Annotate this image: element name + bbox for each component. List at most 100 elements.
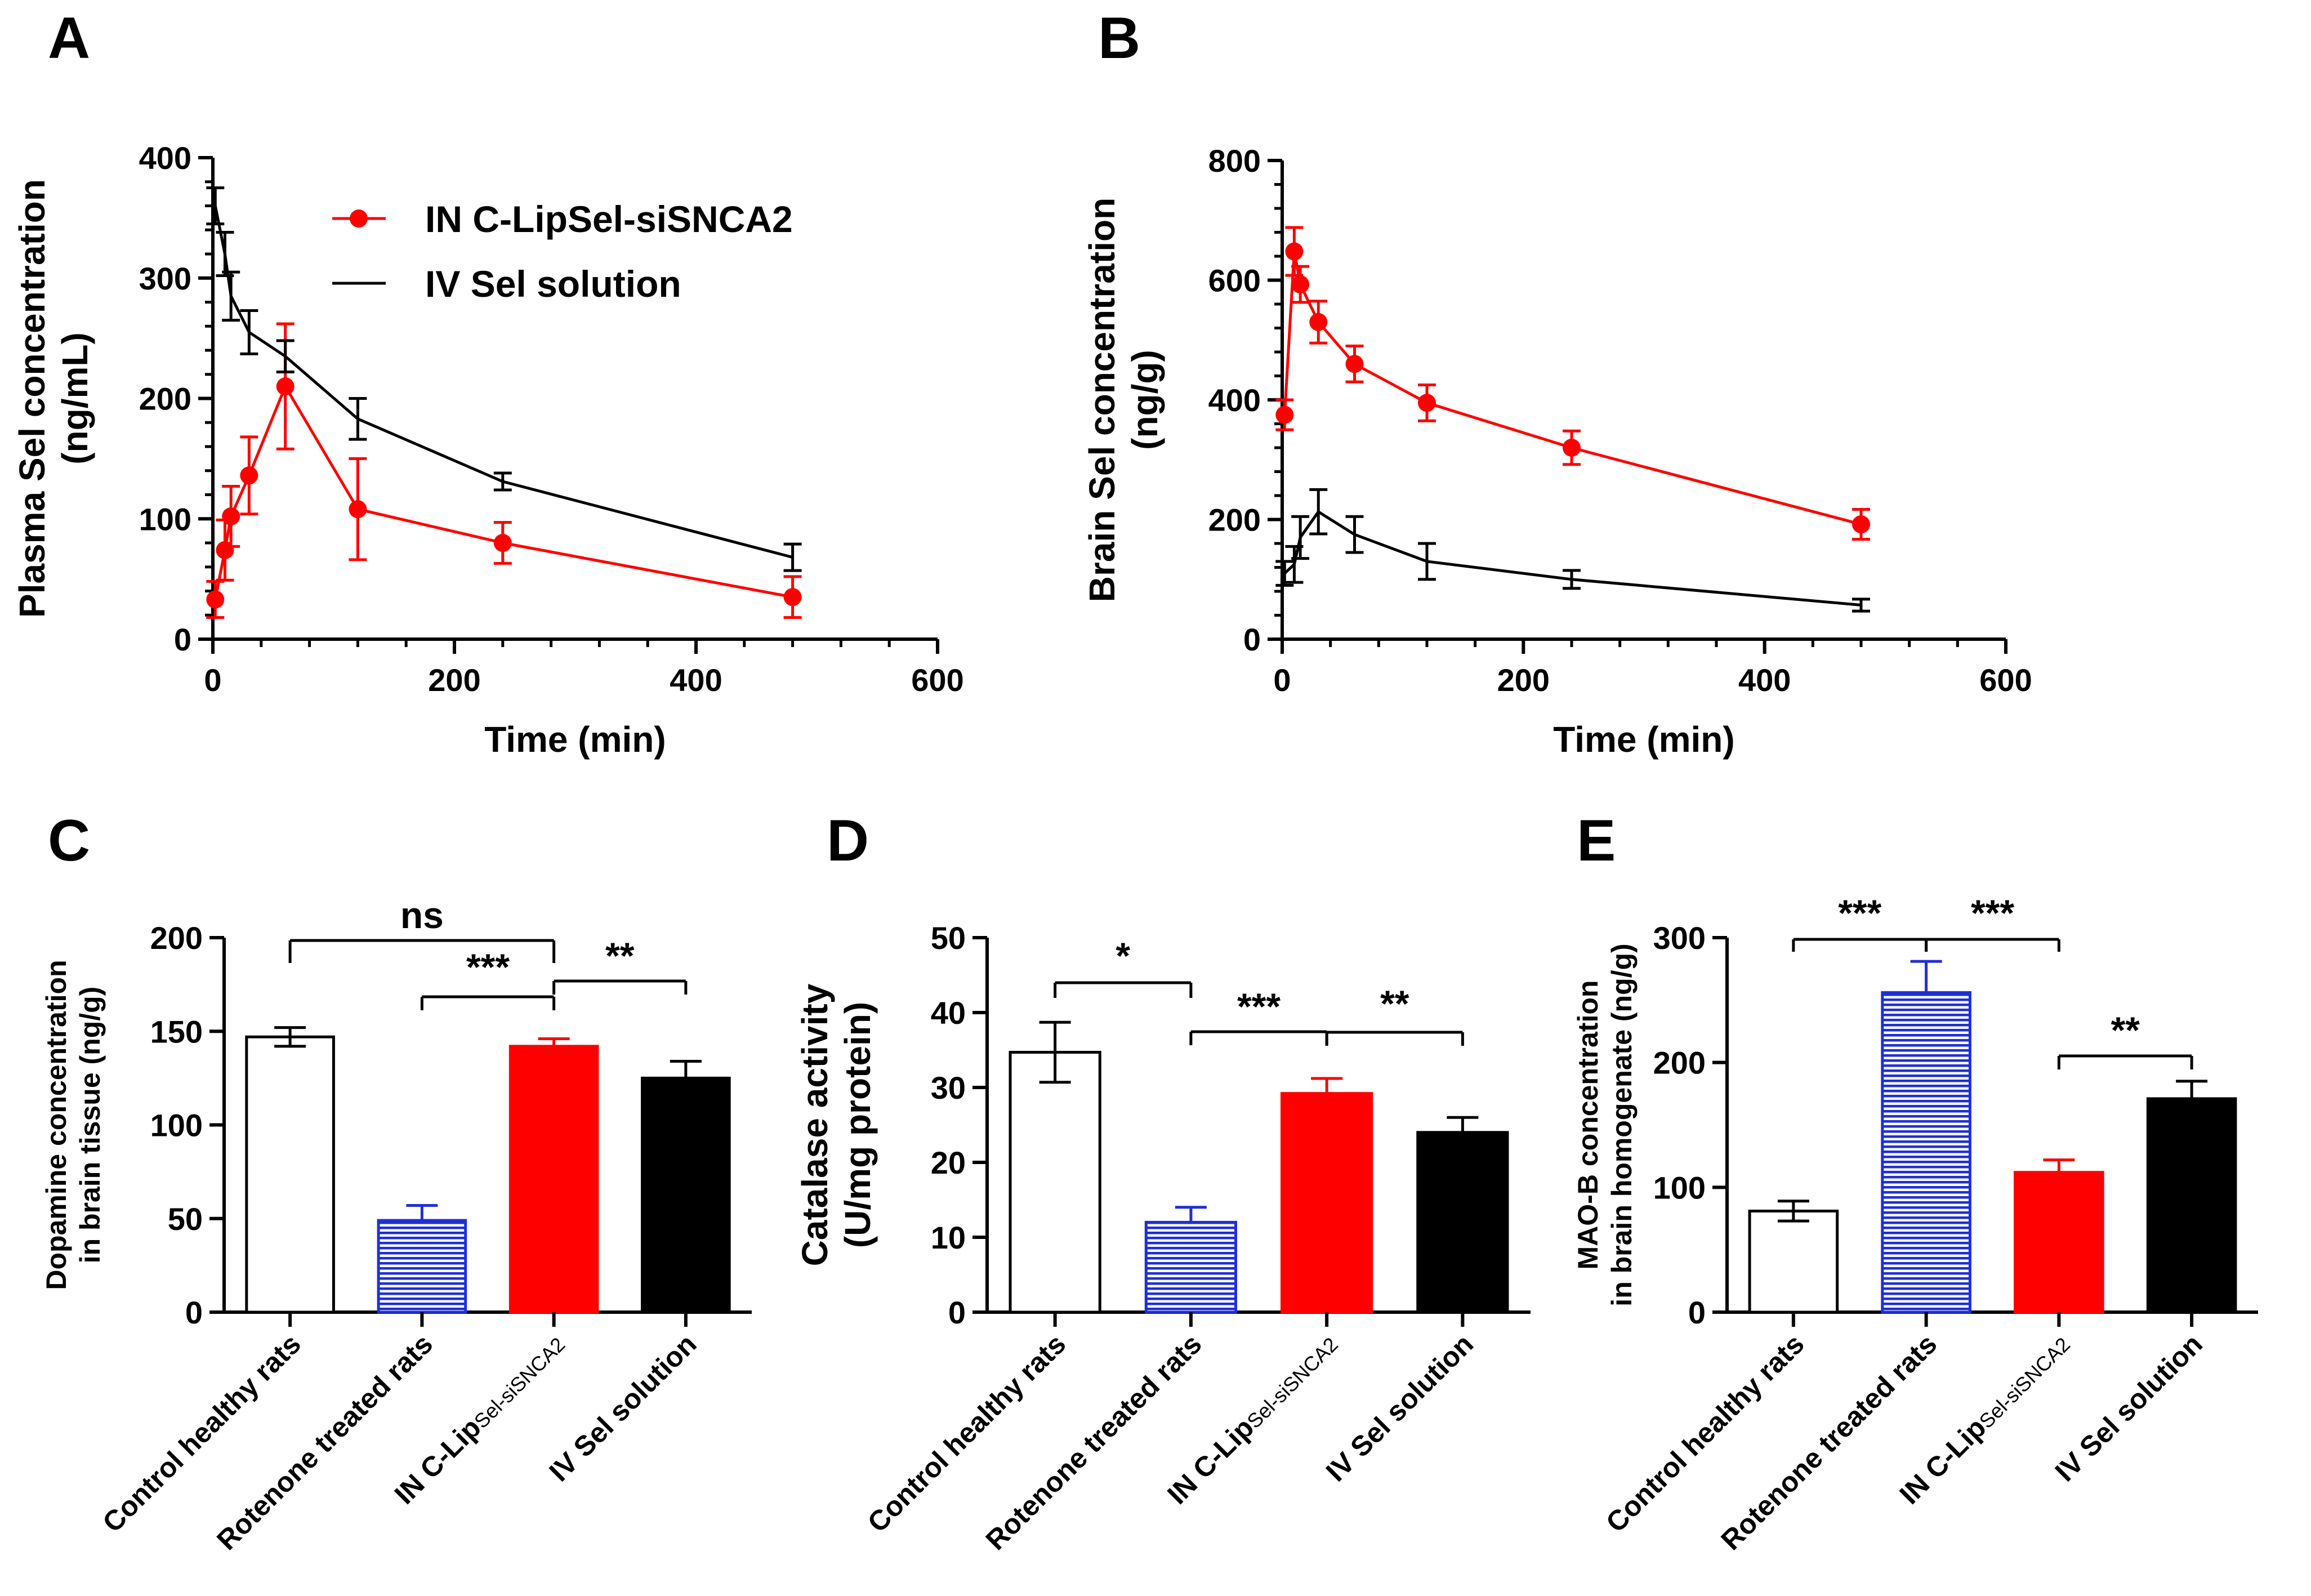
data-point [1418, 394, 1436, 412]
y-axis-label: MAO-B concentrationin brain homogenate (… [1572, 943, 1638, 1306]
y-axis-label: Plasma Sel concentration(ng/mL) [12, 179, 95, 618]
y-tick-label: 50 [168, 1201, 203, 1237]
category-label-main: Rotenone treated rats [980, 1328, 1208, 1556]
y-axis-label-line: Brain Sel concentration [1082, 198, 1122, 602]
legend: IN C-LipSel-siSNCA2 IV Sel solution [332, 198, 793, 305]
category-label-main: IV Sel solution [2049, 1328, 2209, 1487]
significance-label: *** [1838, 892, 1881, 934]
y-tick-label: 200 [1653, 1045, 1706, 1081]
data-point [783, 588, 802, 607]
bar [1009, 1050, 1101, 1314]
significance-bracket: ** [2057, 1009, 2193, 1069]
y-tick-label: 200 [150, 920, 203, 956]
bar [2146, 1097, 2237, 1314]
data-point [1309, 313, 1328, 331]
x-tick-label: 200 [428, 662, 480, 698]
bar [245, 1035, 335, 1314]
x-tick-label: 0 [204, 662, 221, 698]
y-tick-label: 200 [139, 381, 191, 417]
y-tick-label: 50 [931, 920, 966, 956]
y-axis-label-line: Dopamine concentration [41, 960, 72, 1290]
category-label-main: IN C-Lip [1161, 1412, 1260, 1510]
category-label-main: IN C-Lip [389, 1412, 487, 1510]
bar [508, 1045, 599, 1314]
series-line [213, 206, 793, 559]
y-axis-label: Brain Sel concentration(ng/g) [1082, 198, 1165, 602]
y-tick-label: 0 [1688, 1295, 1706, 1330]
y-tick-label: 0 [1243, 622, 1261, 657]
bar [1748, 1209, 1839, 1314]
bar [1144, 1220, 1237, 1314]
x-tick-label: 600 [911, 662, 963, 698]
category-label: Rotenone treated rats [211, 1328, 439, 1556]
significance-bracket: *** [1925, 892, 2060, 952]
y-tick-label: 150 [150, 1014, 203, 1049]
x-axis-label: Time (min) [484, 719, 666, 760]
y-tick-label: 10 [931, 1220, 966, 1255]
y-axis-label-line: (ng/g) [1125, 350, 1165, 450]
chart-d: 0 10 20 30 40 50 Catalase activity(U/mg protei… [795, 920, 1531, 1556]
y-axis-label-line: Catalase activity [795, 983, 835, 1266]
panel-label-d: D [827, 808, 869, 873]
y-tick-label: 200 [1208, 502, 1261, 538]
y-tick-label: 100 [1653, 1170, 1706, 1205]
significance-label: ** [2111, 1009, 2140, 1051]
y-tick-label: 0 [185, 1295, 203, 1330]
significance-bracket: *** [420, 946, 556, 1010]
bar [1416, 1131, 1509, 1314]
category-label-main: Rotenone treated rats [211, 1328, 439, 1556]
significance-bracket: ** [1325, 983, 1464, 1046]
bar [1881, 991, 1971, 1314]
y-tick-label: 300 [139, 261, 191, 296]
y-tick-label: 300 [1653, 920, 1706, 956]
y-tick-label: 400 [1208, 382, 1261, 418]
significance-label: ** [1380, 983, 1409, 1024]
y-tick-label: 800 [1208, 143, 1261, 179]
significance-bracket: ** [552, 935, 688, 995]
panel-label-a: A [48, 6, 90, 71]
y-axis-label-line: (U/mg protein) [837, 1002, 878, 1248]
significance-label: ** [605, 935, 635, 977]
y-tick-label: 100 [139, 501, 191, 537]
series-iv-sel [206, 186, 802, 572]
legend-label: IV Sel solution [425, 263, 681, 305]
y-tick-label: 600 [1208, 263, 1261, 298]
series-line [1283, 251, 1862, 526]
y-axis-label-line: in brain tissue (ng/g) [74, 987, 106, 1264]
significance-label: *** [466, 946, 510, 988]
series-line [213, 383, 793, 600]
significance-label: *** [1971, 892, 2014, 934]
legend-marker-red [350, 209, 368, 228]
significance-bracket: *** [1189, 986, 1328, 1045]
significance-bracket: *** [1792, 892, 1928, 952]
significance-label: ns [400, 894, 444, 936]
x-axis-label: Time (min) [1553, 719, 1734, 760]
category-label: IV Sel solution [543, 1328, 702, 1487]
x-tick-label: 200 [1497, 662, 1550, 698]
bar [1281, 1092, 1373, 1314]
category-label: Rotenone treated rats [980, 1328, 1208, 1556]
category-label-main: IV Sel solution [543, 1328, 702, 1487]
category-label-main: Rotenone treated rats [1715, 1328, 1943, 1556]
y-axis-label: Catalase activity(U/mg protein) [795, 983, 878, 1266]
y-axis-label-line: in brain homogenate (ng/g) [1606, 943, 1638, 1306]
series-in-c-lipsel [1275, 226, 1870, 541]
bar [2014, 1171, 2104, 1314]
y-axis-label-line: MAO-B concentration [1572, 980, 1604, 1270]
data-point [1285, 242, 1304, 261]
data-point [1852, 515, 1870, 533]
chart-e: 0 100 200 300 MAO-B concentrationin brain ho… [1572, 892, 2258, 1556]
panel-label-c: C [48, 808, 90, 873]
chart-c: 0 50 100 150 200 Dopamine concentrationin bra… [41, 894, 752, 1556]
y-tick-label: 0 [174, 622, 191, 657]
data-point [206, 590, 225, 609]
y-axis-label-line: Plasma Sel concentration [12, 179, 52, 618]
data-point [1291, 275, 1310, 293]
y-tick-label: 30 [931, 1070, 966, 1105]
y-axis-label-line: (ng/mL) [55, 332, 95, 465]
data-point [349, 500, 367, 519]
x-tick-label: 600 [1979, 662, 2032, 698]
y-axis-label: Dopamine concentrationin brain tissue (n… [41, 960, 106, 1290]
